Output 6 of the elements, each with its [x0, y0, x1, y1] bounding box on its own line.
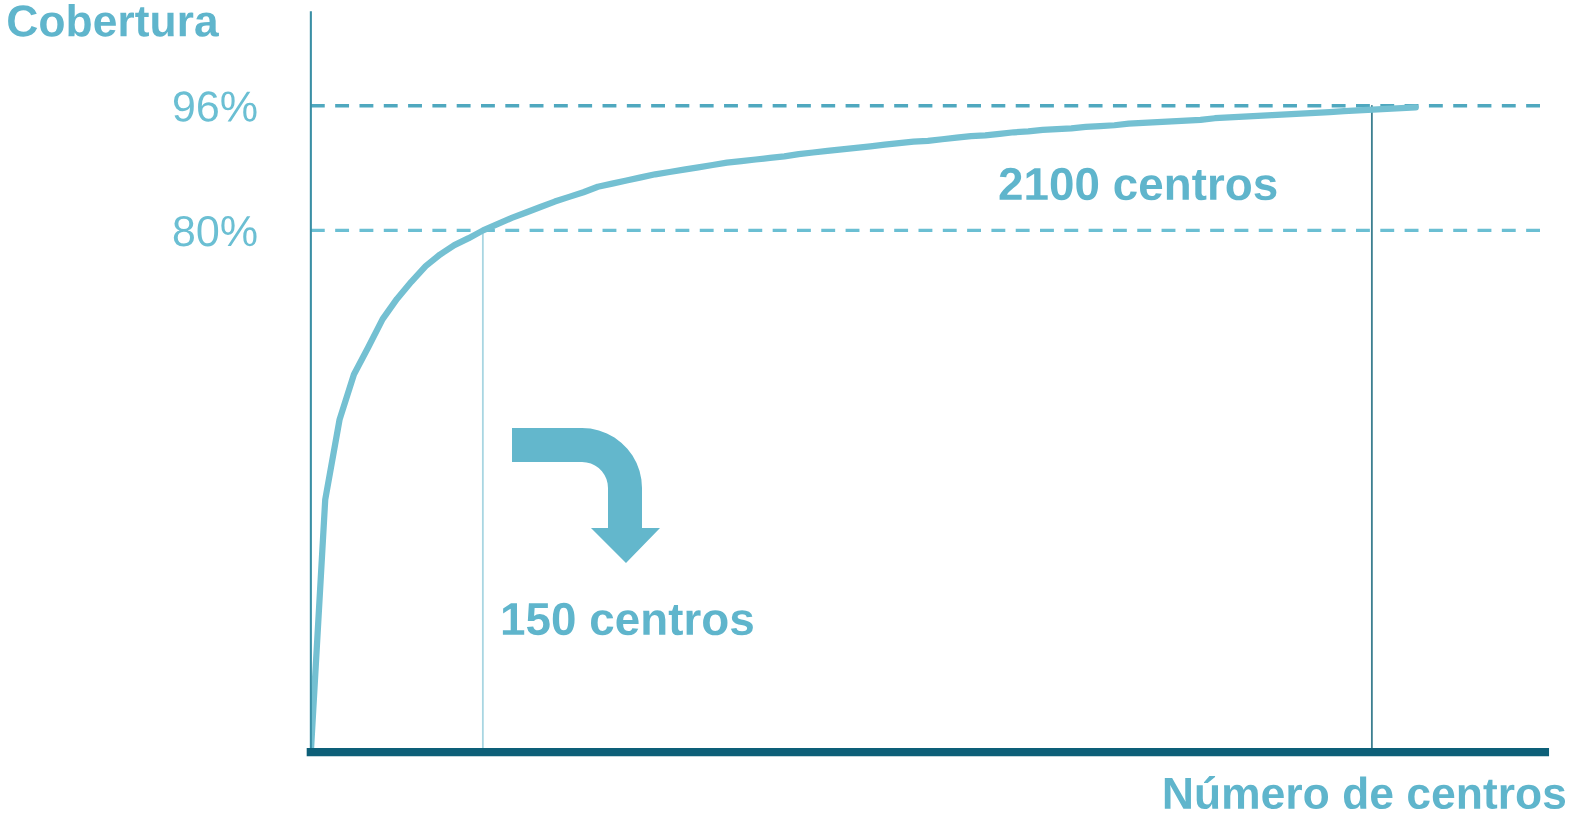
y-tick-label: 96%: [173, 91, 257, 122]
annotation: 150 centros: [502, 602, 753, 636]
x-axis-title: Número de centros: [1164, 776, 1566, 810]
chart-title: Cobertura: [8, 4, 219, 37]
annotation: 2100 centros: [999, 167, 1277, 201]
y-tick-label: 80%: [173, 215, 257, 247]
